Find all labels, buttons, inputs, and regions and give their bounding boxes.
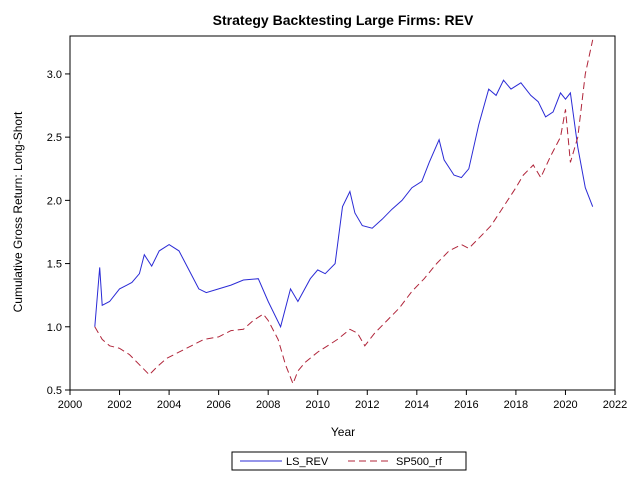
x-tick-label: 2000 bbox=[58, 399, 82, 411]
y-axis-label: Cumulative Gross Return: Long-Short bbox=[11, 111, 25, 312]
x-tick-label: 2020 bbox=[553, 399, 577, 411]
y-tick-label: 3.0 bbox=[47, 69, 62, 81]
y-tick-label: 1.0 bbox=[47, 322, 62, 334]
legend: LS_REV SP500_rf bbox=[231, 451, 467, 471]
x-tick-label: 2006 bbox=[206, 399, 230, 411]
y-tick-label: 1.5 bbox=[47, 259, 62, 271]
legend-label: SP500_rf bbox=[396, 456, 443, 468]
y-tick-label: 2.0 bbox=[47, 195, 62, 207]
chart-title: Strategy Backtesting Large Firms: REV bbox=[213, 12, 474, 28]
y-tick-label: 0.5 bbox=[47, 385, 62, 397]
y-tick-label: 2.5 bbox=[47, 132, 62, 144]
series-line-ls-rev bbox=[94, 79, 594, 329]
y-axis: 0.5 1.0 1.5 2.0 2.5 3.0 bbox=[47, 69, 70, 397]
series-layer bbox=[94, 39, 594, 386]
x-tick-label: 2010 bbox=[305, 399, 329, 411]
legend-label: LS_REV bbox=[286, 456, 329, 468]
x-tick-label: 2004 bbox=[157, 399, 181, 411]
x-tick-label: 2014 bbox=[405, 399, 429, 411]
x-tick-label: 2002 bbox=[107, 399, 131, 411]
x-axis: 2000 2002 2004 2006 2008 2010 2012 2014 2016 2018… bbox=[58, 390, 627, 411]
x-tick-label: 2012 bbox=[355, 399, 379, 411]
x-tick-label: 2022 bbox=[603, 399, 627, 411]
x-tick-label: 2018 bbox=[504, 399, 528, 411]
x-axis-label: Year bbox=[331, 425, 355, 439]
plot-area bbox=[69, 35, 616, 391]
series-line-sp500-rf bbox=[94, 39, 594, 386]
x-tick-label: 2008 bbox=[256, 399, 280, 411]
x-tick-label: 2016 bbox=[454, 399, 478, 411]
